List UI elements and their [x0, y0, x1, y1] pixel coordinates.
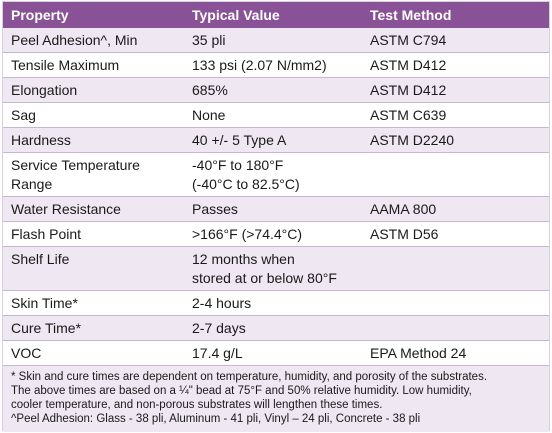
header-test-method: Test Method: [366, 2, 549, 28]
property-cell-line: Water Resistance: [11, 201, 121, 217]
property-cell: Tensile Maximum: [3, 52, 186, 78]
property-cell: Elongation: [3, 77, 186, 103]
table-row: Skin Time* 2-4 hours: [3, 290, 549, 316]
test-method-cell: ASTM D2240: [366, 127, 549, 153]
table-row: Tensile Maximum 133 psi (2.07 N/mm2) ASTM …: [3, 52, 549, 78]
table-row: Service Temperature Range -40°F to 180°F (-…: [3, 152, 549, 197]
properties-table: Property Typical Value Test Method Peel …: [3, 2, 549, 366]
property-cell-line: Tensile Maximum: [11, 57, 120, 73]
header-row: Property Typical Value Test Method: [3, 2, 549, 28]
value-cell: >166°F (>74.4°C): [186, 221, 366, 247]
value-cell: 2-7 days: [186, 315, 366, 341]
value-cell-line: 685%: [192, 82, 228, 98]
property-cell-line: Peel Adhesion^, Min: [11, 32, 138, 48]
property-cell: Peel Adhesion^, Min: [3, 28, 186, 53]
test-method-cell: ASTM D412: [366, 52, 549, 78]
value-cell: None: [186, 102, 366, 128]
footnote-line: cooler temperature, and non-porous subst…: [11, 399, 383, 411]
property-cell-line: Skin Time*: [11, 295, 78, 311]
table-row: Flash Point >166°F (>74.4°C) ASTM D56: [3, 221, 549, 247]
property-cell-line: Shelf Life: [11, 251, 70, 267]
table-row: Shelf Life 12 months when stored at or bel…: [3, 246, 549, 291]
value-cell-line: 2-7 days: [192, 320, 246, 336]
test-method-cell: ASTM C794: [366, 28, 549, 53]
table-row: Water Resistance Passes AAMA 800: [3, 196, 549, 222]
property-cell-line: Service Temperature: [11, 157, 140, 173]
property-cell: Skin Time*: [3, 290, 186, 316]
value-cell-line: (-40°C to 82.5°C): [192, 176, 300, 192]
value-cell-line: 17.4 g/L: [192, 345, 243, 361]
value-cell-line: 133 psi (2.07 N/mm2): [192, 57, 327, 73]
test-method-cell: ASTM C639: [366, 102, 549, 128]
footnote-line: The above times are based on a ¼" bead a…: [11, 385, 472, 397]
test-method-cell: EPA Method 24: [366, 340, 549, 366]
table-row: Sag None ASTM C639: [3, 102, 549, 128]
value-cell-line: 35 pli: [192, 32, 226, 48]
property-cell: VOC: [3, 340, 186, 366]
test-method-cell: ASTM D56: [366, 221, 549, 247]
property-cell-line: VOC: [11, 345, 42, 361]
value-cell: 12 months when stored at or below 80°F: [186, 246, 366, 291]
header-property: Property: [3, 2, 186, 28]
value-cell: Passes: [186, 196, 366, 222]
value-cell: 2-4 hours: [186, 290, 366, 316]
property-cell-line: Cure Time*: [11, 320, 82, 336]
value-cell: 133 psi (2.07 N/mm2): [186, 52, 366, 78]
table-row: Hardness 40 +/- 5 Type A ASTM D2240: [3, 127, 549, 153]
property-cell: Shelf Life: [3, 246, 186, 291]
value-cell: 40 +/- 5 Type A: [186, 127, 366, 153]
value-cell-line: 40 +/- 5 Type A: [192, 132, 287, 148]
table-row: VOC 17.4 g/L EPA Method 24: [3, 340, 549, 366]
table-header: Property Typical Value Test Method: [3, 2, 549, 28]
property-cell-line: Hardness: [11, 132, 71, 148]
test-method-cell: [366, 315, 549, 341]
table-row: Cure Time* 2-7 days: [3, 315, 549, 341]
property-cell: Cure Time*: [3, 315, 186, 341]
property-cell-line: Elongation: [11, 82, 78, 98]
property-cell-line: Sag: [11, 107, 36, 123]
footnote-line: * Skin and cure times are dependent on t…: [11, 371, 488, 383]
property-cell: Water Resistance: [3, 196, 186, 222]
value-cell-line: 2-4 hours: [192, 295, 252, 311]
value-cell-line: >166°F (>74.4°C): [192, 226, 303, 242]
test-method-cell: [366, 290, 549, 316]
footnotes: * Skin and cure times are dependent on t…: [3, 366, 549, 432]
property-cell: Hardness: [3, 127, 186, 153]
property-cell-line: Flash Point: [11, 226, 82, 242]
value-cell-line: stored at or below 80°F: [192, 270, 337, 286]
value-cell: 35 pli: [186, 28, 366, 53]
property-cell: Flash Point: [3, 221, 186, 247]
test-method-cell: [366, 152, 549, 197]
table-row: Peel Adhesion^, Min 35 pli ASTM C794: [3, 28, 549, 53]
value-cell-line: -40°F to 180°F: [192, 157, 284, 173]
test-method-cell: ASTM D412: [366, 77, 549, 103]
value-cell: 17.4 g/L: [186, 340, 366, 366]
footnote-line: ^Peel Adhesion: Glass - 38 pli, Aluminum…: [11, 413, 421, 425]
property-cell-line: Range: [11, 176, 53, 192]
value-cell-line: Passes: [192, 201, 238, 217]
test-method-cell: AAMA 800: [366, 196, 549, 222]
property-cell: Sag: [3, 102, 186, 128]
test-method-cell: [366, 246, 549, 291]
value-cell-line: None: [192, 107, 226, 123]
header-typical-value: Typical Value: [186, 2, 366, 28]
value-cell-line: 12 months when: [192, 251, 295, 267]
value-cell: -40°F to 180°F (-40°C to 82.5°C): [186, 152, 366, 197]
property-cell: Service Temperature Range: [3, 152, 186, 197]
table-row: Elongation 685% ASTM D412: [3, 77, 549, 103]
table-body: Peel Adhesion^, Min 35 pli ASTM C794 Tensil…: [3, 28, 549, 366]
value-cell: 685%: [186, 77, 366, 103]
